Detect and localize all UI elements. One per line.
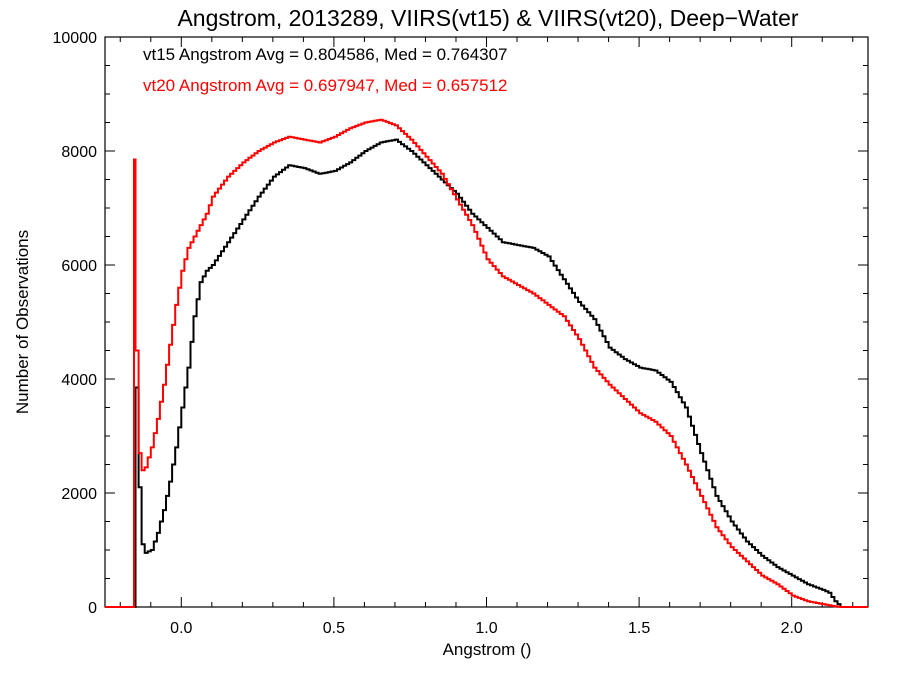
x-tick-label: 2.0 xyxy=(781,620,803,637)
y-axis-label: Number of Observations xyxy=(13,230,32,414)
y-tick-label: 0 xyxy=(88,600,97,617)
x-tick-label: 0.5 xyxy=(323,620,345,637)
x-tick-label: 1.5 xyxy=(628,620,650,637)
y-tick-label: 10000 xyxy=(53,30,98,47)
y-tick-label: 4000 xyxy=(61,372,97,389)
annotation-vt20: vt20 Angstrom Avg = 0.697947, Med = 0.65… xyxy=(143,76,508,95)
plot-frame xyxy=(104,36,869,608)
y-tick-label: 6000 xyxy=(61,258,97,275)
chart-title: Angstrom, 2013289, VIIRS(vt15) & VIIRS(v… xyxy=(177,5,798,31)
series-line-0 xyxy=(105,138,868,608)
series-line-1 xyxy=(105,118,868,608)
x-tick-label: 0.0 xyxy=(170,620,192,637)
annotation-vt15: vt15 Angstrom Avg = 0.804586, Med = 0.76… xyxy=(143,45,508,64)
y-tick-label: 8000 xyxy=(61,144,97,161)
y-tick-label: 2000 xyxy=(61,486,97,503)
x-axis-label: Angstrom () xyxy=(443,640,532,659)
x-tick-label: 1.0 xyxy=(475,620,497,637)
plot-area: 0.0 0.5 1.0 1.5 2.0 0 2000 4000 6000 8000 10000 xyxy=(53,30,869,637)
